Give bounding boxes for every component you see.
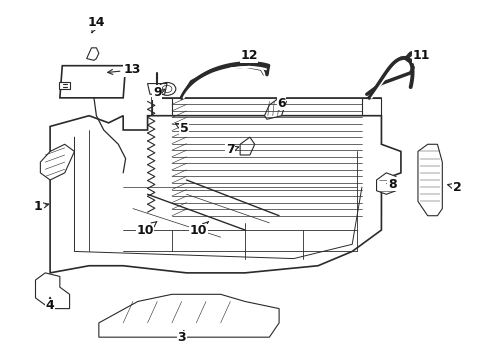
Text: 3: 3 — [177, 330, 186, 345]
Text: 9: 9 — [153, 86, 165, 99]
Polygon shape — [35, 273, 70, 309]
Text: 6: 6 — [277, 97, 286, 110]
Text: 7: 7 — [226, 143, 239, 156]
Text: 10: 10 — [136, 222, 157, 237]
Text: 4: 4 — [46, 297, 54, 312]
Polygon shape — [40, 144, 74, 180]
Polygon shape — [376, 173, 396, 194]
Text: 1: 1 — [33, 200, 49, 213]
Text: 12: 12 — [240, 49, 258, 62]
Polygon shape — [265, 98, 287, 119]
Text: 5: 5 — [175, 122, 189, 135]
Polygon shape — [87, 48, 99, 60]
Polygon shape — [99, 294, 279, 337]
Text: 8: 8 — [387, 178, 396, 191]
Polygon shape — [50, 116, 401, 273]
Polygon shape — [152, 98, 172, 216]
Polygon shape — [60, 66, 125, 98]
Text: 13: 13 — [108, 63, 141, 76]
Text: 2: 2 — [448, 181, 461, 194]
Text: 11: 11 — [408, 49, 430, 62]
Polygon shape — [152, 98, 381, 216]
Text: 10: 10 — [190, 222, 208, 237]
Polygon shape — [418, 144, 442, 216]
Text: 14: 14 — [88, 16, 105, 33]
Polygon shape — [362, 98, 381, 216]
Polygon shape — [240, 137, 255, 155]
Polygon shape — [59, 82, 70, 89]
Polygon shape — [147, 84, 167, 94]
